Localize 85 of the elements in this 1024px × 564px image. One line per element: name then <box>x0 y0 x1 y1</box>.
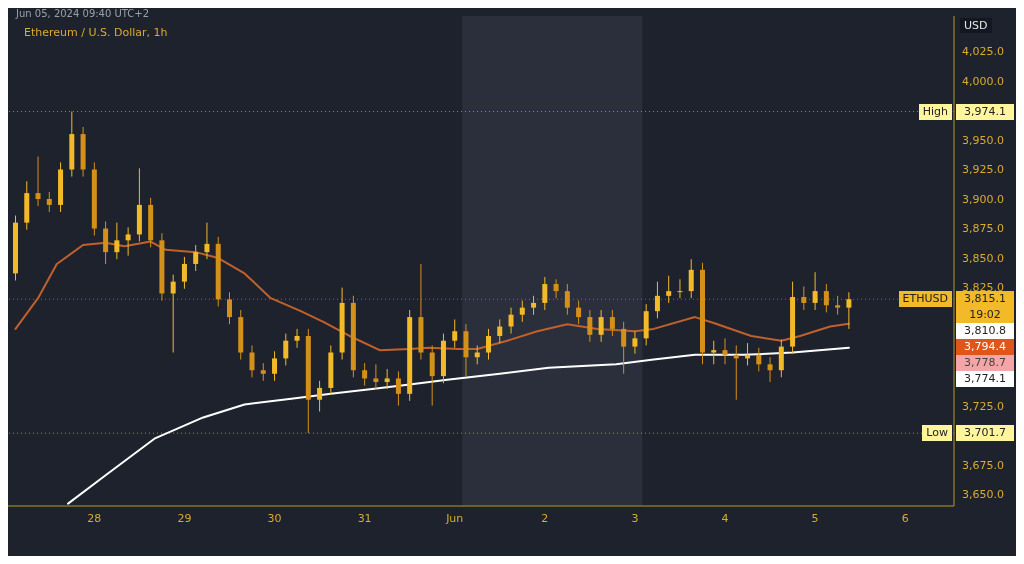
x-tick-label: 4 <box>721 511 729 525</box>
text: 3,774.1 <box>956 371 1014 388</box>
candlestick <box>103 220 109 265</box>
text: 3,974.1 <box>956 103 1014 120</box>
y-tick-label: 4,025.0 <box>962 45 1004 59</box>
candlestick <box>722 337 728 365</box>
x-tick-label: 31 <box>357 511 372 525</box>
candlestick <box>317 380 323 413</box>
candlestick <box>756 347 762 372</box>
ref-line-label: Low <box>922 425 952 442</box>
x-tick-label: 2 <box>541 511 549 525</box>
candlestick <box>46 191 52 213</box>
candlestick <box>778 339 784 378</box>
y-tick-label: 4,000.0 <box>962 74 1004 88</box>
candlestick <box>688 258 694 299</box>
candlestick <box>384 368 390 390</box>
x-tick-label: 30 <box>267 511 282 525</box>
candlestick <box>598 309 604 343</box>
candlestick <box>170 274 176 354</box>
candlestick <box>846 291 852 330</box>
candlestick <box>486 328 492 361</box>
y-axis-title: USD <box>960 18 992 33</box>
text: 3,794.4 <box>956 339 1014 356</box>
candlestick <box>553 278 559 299</box>
candlestick <box>576 300 582 325</box>
ref-line-label: ETHUSD <box>898 291 952 308</box>
candlestick <box>125 226 131 257</box>
candlestick <box>193 244 199 272</box>
candlestick <box>519 300 525 323</box>
text: 3,815.1 <box>956 291 1014 308</box>
y-tick-label: 3,875.0 <box>962 222 1004 236</box>
candlestick <box>249 344 255 378</box>
candlestick <box>497 318 503 344</box>
candlestick <box>283 333 289 366</box>
x-tick-label: 6 <box>901 511 909 525</box>
candlestick <box>35 156 41 207</box>
candlestick <box>542 276 548 311</box>
candlestick <box>452 318 458 349</box>
candlestick <box>508 307 514 335</box>
candlestick <box>654 281 660 319</box>
candlestick <box>609 309 615 337</box>
candlestick <box>835 295 841 316</box>
candlestick <box>114 222 120 260</box>
line-series <box>67 346 850 505</box>
y-tick-label: 3,900.0 <box>962 192 1004 206</box>
candlestick <box>272 350 278 382</box>
candlestick <box>429 344 435 407</box>
candlestick <box>823 283 829 313</box>
x-tick-label: 5 <box>811 511 819 525</box>
chart-subtitle: Jun 05, 2024 09:40 UTC+2 <box>16 8 150 19</box>
x-tick-label: 3 <box>631 511 639 525</box>
candlestick <box>621 321 627 375</box>
candlestick <box>564 283 570 316</box>
text: 3,701.7 <box>956 425 1014 442</box>
candlestick <box>677 278 683 299</box>
y-tick-label: 3,925.0 <box>962 163 1004 177</box>
candlestick <box>767 356 773 383</box>
candlestick <box>587 309 593 343</box>
candlestick <box>711 340 717 365</box>
candlestick <box>632 330 638 355</box>
x-tick-label: Jun <box>445 511 464 525</box>
candlestick <box>666 275 672 304</box>
y-tick-label: 3,850.0 <box>962 251 1004 265</box>
y-tick-label: 3,675.0 <box>962 458 1004 472</box>
candlestick <box>812 271 818 311</box>
text: 3,810.8 <box>956 323 1014 340</box>
ref-line-label: High <box>918 103 952 120</box>
x-tick-label: 28 <box>87 511 102 525</box>
candlestick <box>801 285 807 311</box>
y-tick-label: 3,650.0 <box>962 488 1004 502</box>
x-tick-label: 29 <box>177 511 192 525</box>
candlestick <box>204 222 210 260</box>
candlestick <box>226 291 232 325</box>
text: 19:02 <box>956 307 1014 324</box>
candlestick <box>373 363 379 390</box>
y-tick-label: 3,950.0 <box>962 133 1004 147</box>
candlestick <box>395 370 401 407</box>
text: 3,778.7 <box>956 355 1014 372</box>
candlestick <box>181 256 187 290</box>
text: Ethereum / U.S. Dollar, 1h <box>24 26 168 39</box>
y-tick-label: 3,725.0 <box>962 399 1004 413</box>
candlestick <box>294 328 300 349</box>
line-series <box>14 240 850 352</box>
candlestick <box>362 362 368 387</box>
candlestick <box>531 295 537 316</box>
